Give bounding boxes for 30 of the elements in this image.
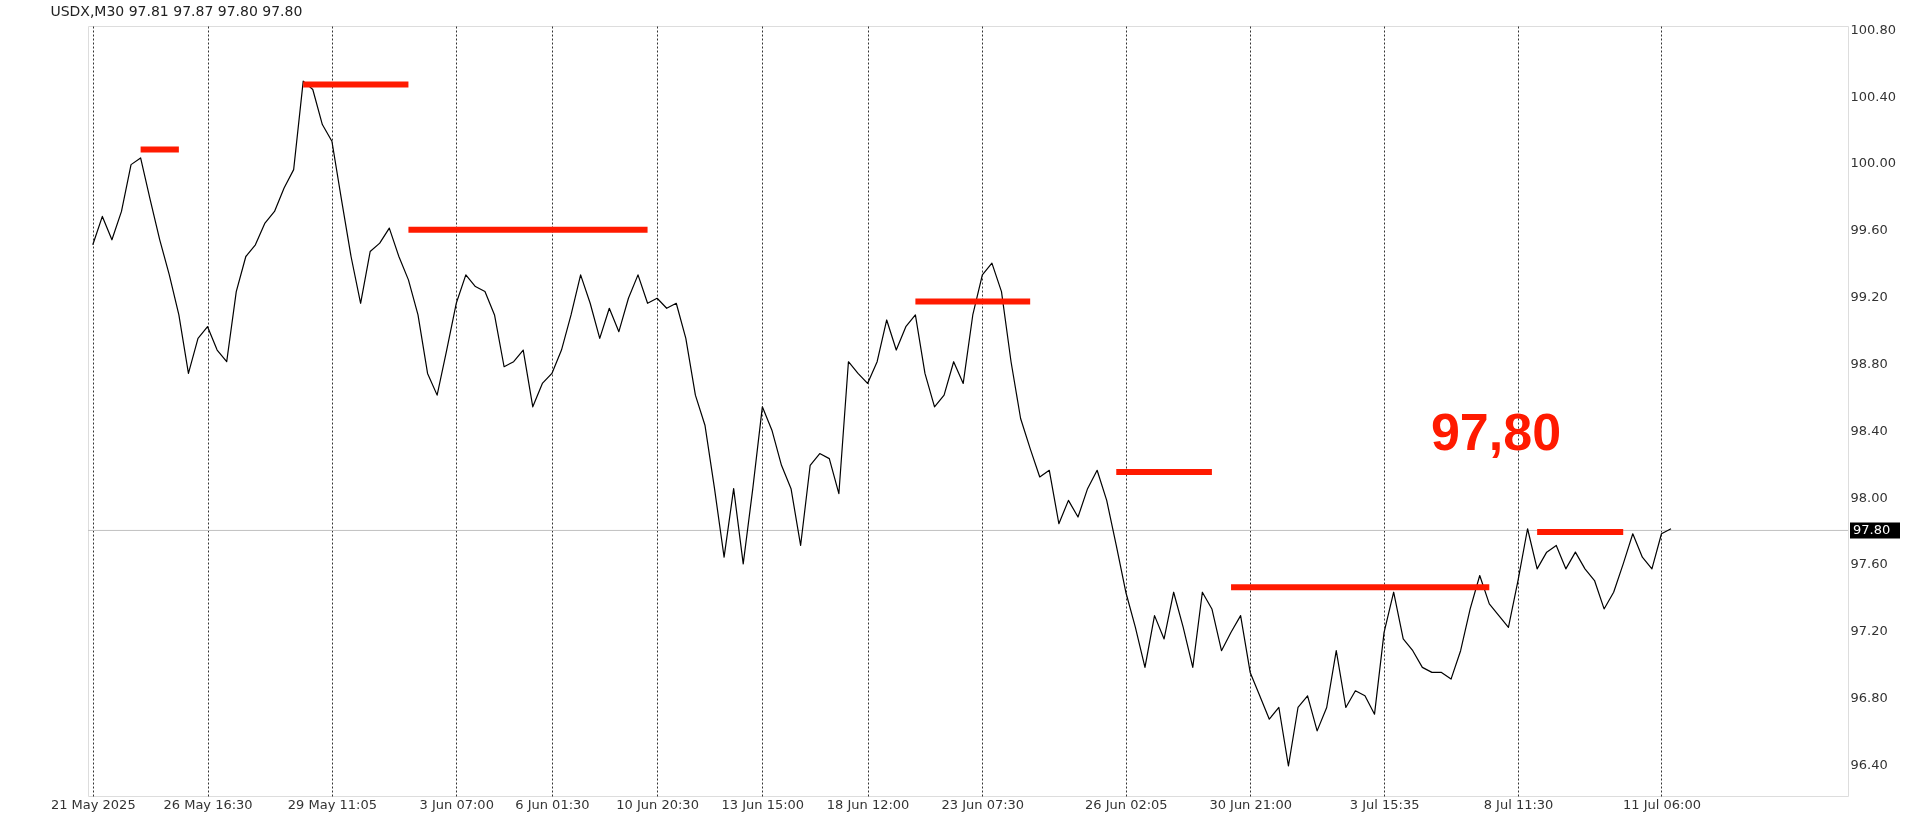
- x-tick-label: 23 Jun 07:30: [941, 796, 1025, 812]
- y-tick-label: 100.80: [1850, 21, 1896, 37]
- y-tick-label: 96.80: [1850, 689, 1888, 705]
- y-tick-label: 100.00: [1850, 155, 1896, 171]
- annotation: 97,80: [1430, 403, 1562, 462]
- y-tick-label: 99.20: [1850, 289, 1888, 305]
- x-tick-label: 18 Jun 12:00: [826, 796, 910, 812]
- x-tick-label: 29 May 11:05: [287, 796, 377, 812]
- y-tick-label: 97.20: [1850, 623, 1888, 639]
- x-tick-label: 10 Jun 20:30: [616, 796, 699, 812]
- x-tick-label: 11 Jul 06:00: [1622, 796, 1701, 812]
- x-tick-label: 3 Jul 15:35: [1349, 796, 1420, 812]
- x-tick-label: 8 Jul 11:30: [1483, 796, 1554, 812]
- x-tick-label: 6 Jun 01:30: [515, 796, 590, 812]
- chart-title: USDX,M30 97.81 97.87 97.80 97.80: [50, 3, 303, 20]
- x-tick-label: 26 Jun 02:05: [1085, 796, 1168, 812]
- y-tick-label: 96.40: [1850, 756, 1888, 772]
- x-tick-label: 3 Jun 07:00: [419, 796, 494, 812]
- x-tick-label: 26 May 16:30: [163, 796, 253, 812]
- x-tick-label: 30 Jun 21:00: [1209, 796, 1292, 812]
- y-tick-label: 97.60: [1850, 556, 1888, 572]
- y-tick-label: 99.60: [1850, 222, 1888, 238]
- y-tick-label: 98.40: [1850, 422, 1888, 438]
- x-tick-label: 21 May 2025: [50, 796, 136, 812]
- y-tick-label: 98.80: [1850, 355, 1888, 371]
- x-tick-label: 13 Jun 15:00: [721, 796, 805, 812]
- line-series: [92, 80, 1672, 767]
- y-tick-label: 100.40: [1850, 88, 1896, 104]
- ref-line-label: 97.80: [1853, 522, 1891, 538]
- y-tick-label: 98.00: [1850, 489, 1888, 505]
